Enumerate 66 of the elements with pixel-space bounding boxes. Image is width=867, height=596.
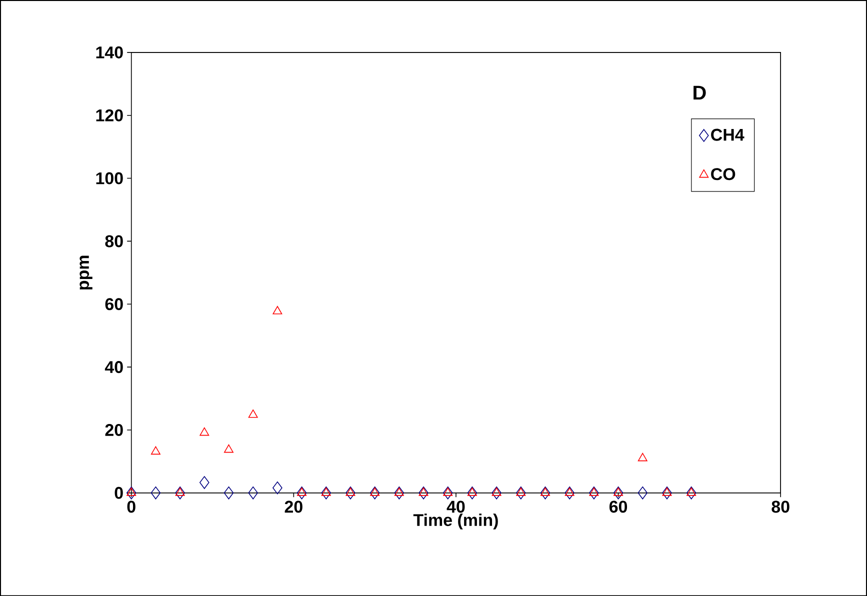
point bbox=[175, 486, 185, 500]
legend-label: CH4 bbox=[711, 128, 744, 141]
point bbox=[638, 452, 648, 462]
point bbox=[224, 486, 234, 500]
point bbox=[516, 487, 526, 496]
point bbox=[370, 486, 380, 500]
point bbox=[126, 486, 136, 500]
point bbox=[248, 409, 258, 418]
annotation: D bbox=[694, 86, 706, 100]
point bbox=[224, 444, 234, 453]
point bbox=[564, 486, 574, 500]
point bbox=[272, 481, 282, 494]
point bbox=[443, 487, 453, 496]
point bbox=[686, 486, 696, 500]
y-tick-label: 80 bbox=[105, 235, 123, 248]
y-tick-label: 20 bbox=[105, 424, 123, 436]
point bbox=[150, 446, 160, 454]
point bbox=[589, 487, 599, 496]
y-axis-title: ppm bbox=[80, 256, 92, 290]
point bbox=[540, 487, 550, 496]
point bbox=[346, 487, 356, 496]
x-tick-label: 40 bbox=[446, 500, 465, 513]
point bbox=[346, 486, 356, 500]
point bbox=[442, 486, 453, 500]
point bbox=[614, 487, 624, 496]
legend-label: CO bbox=[711, 168, 736, 180]
point bbox=[297, 487, 307, 496]
point bbox=[686, 487, 696, 496]
x-axis-title: Time (min) bbox=[413, 513, 498, 530]
x-tick-label: 80 bbox=[772, 500, 790, 513]
point bbox=[613, 486, 624, 500]
point bbox=[467, 487, 477, 496]
y-tick-label: 40 bbox=[104, 360, 123, 373]
point bbox=[564, 487, 574, 496]
point bbox=[516, 486, 526, 500]
point bbox=[638, 486, 648, 500]
x-tick-label: 60 bbox=[609, 500, 628, 513]
point bbox=[662, 487, 672, 496]
y-tick-label: 140 bbox=[96, 46, 123, 58]
point bbox=[492, 487, 502, 496]
point bbox=[540, 486, 550, 500]
x-tick-label: 20 bbox=[284, 500, 302, 513]
point bbox=[321, 487, 331, 496]
y-tick-label: 60 bbox=[105, 298, 123, 310]
point bbox=[126, 487, 136, 496]
point bbox=[296, 486, 307, 500]
point bbox=[662, 486, 672, 500]
point bbox=[248, 486, 258, 500]
point bbox=[272, 306, 282, 314]
point bbox=[589, 486, 599, 500]
point bbox=[418, 487, 428, 496]
x-tick-label: 0 bbox=[127, 500, 136, 513]
point bbox=[492, 486, 502, 500]
point bbox=[200, 476, 210, 489]
y-tick-label: 100 bbox=[96, 172, 123, 184]
point bbox=[200, 427, 210, 436]
point bbox=[175, 487, 185, 496]
point bbox=[150, 486, 161, 500]
point bbox=[370, 487, 380, 496]
point bbox=[321, 486, 332, 500]
y-tick-label: 120 bbox=[96, 109, 123, 122]
point bbox=[394, 487, 404, 496]
point bbox=[467, 486, 478, 500]
point bbox=[418, 486, 428, 500]
point bbox=[394, 486, 404, 500]
y-tick-label: 0 bbox=[114, 486, 123, 499]
